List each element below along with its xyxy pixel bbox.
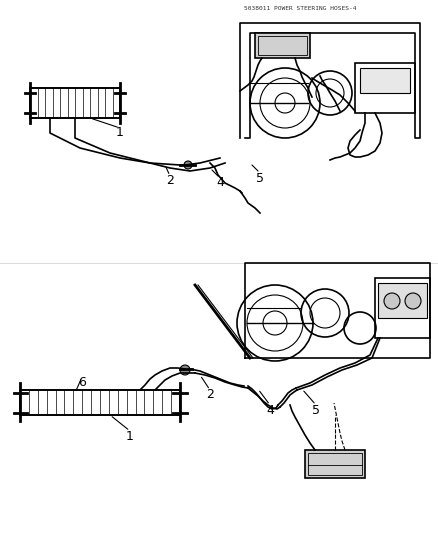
Bar bbox=[360, 68, 410, 93]
Text: 1: 1 bbox=[126, 430, 134, 442]
Bar bbox=[255, 33, 310, 58]
Circle shape bbox=[184, 161, 192, 169]
Text: 5: 5 bbox=[256, 172, 264, 184]
Bar bbox=[378, 283, 427, 318]
Circle shape bbox=[384, 293, 400, 309]
Text: 5: 5 bbox=[312, 403, 320, 416]
Text: 1: 1 bbox=[116, 126, 124, 140]
Text: 2: 2 bbox=[166, 174, 174, 188]
Circle shape bbox=[405, 293, 421, 309]
Bar bbox=[308, 453, 362, 475]
Bar bbox=[375, 278, 430, 338]
Bar bbox=[305, 450, 365, 478]
Text: 6: 6 bbox=[78, 376, 86, 389]
Bar bbox=[258, 36, 307, 55]
Bar bbox=[30, 88, 120, 118]
Bar bbox=[30, 88, 120, 118]
Bar bbox=[20, 390, 180, 415]
Text: 2: 2 bbox=[206, 389, 214, 401]
Bar bbox=[20, 390, 180, 415]
Text: 4: 4 bbox=[216, 176, 224, 190]
Circle shape bbox=[180, 365, 190, 375]
Text: 5038011 POWER STEERING HOSES-4: 5038011 POWER STEERING HOSES-4 bbox=[244, 6, 356, 11]
Text: 4: 4 bbox=[266, 403, 274, 416]
Bar bbox=[355, 63, 415, 113]
